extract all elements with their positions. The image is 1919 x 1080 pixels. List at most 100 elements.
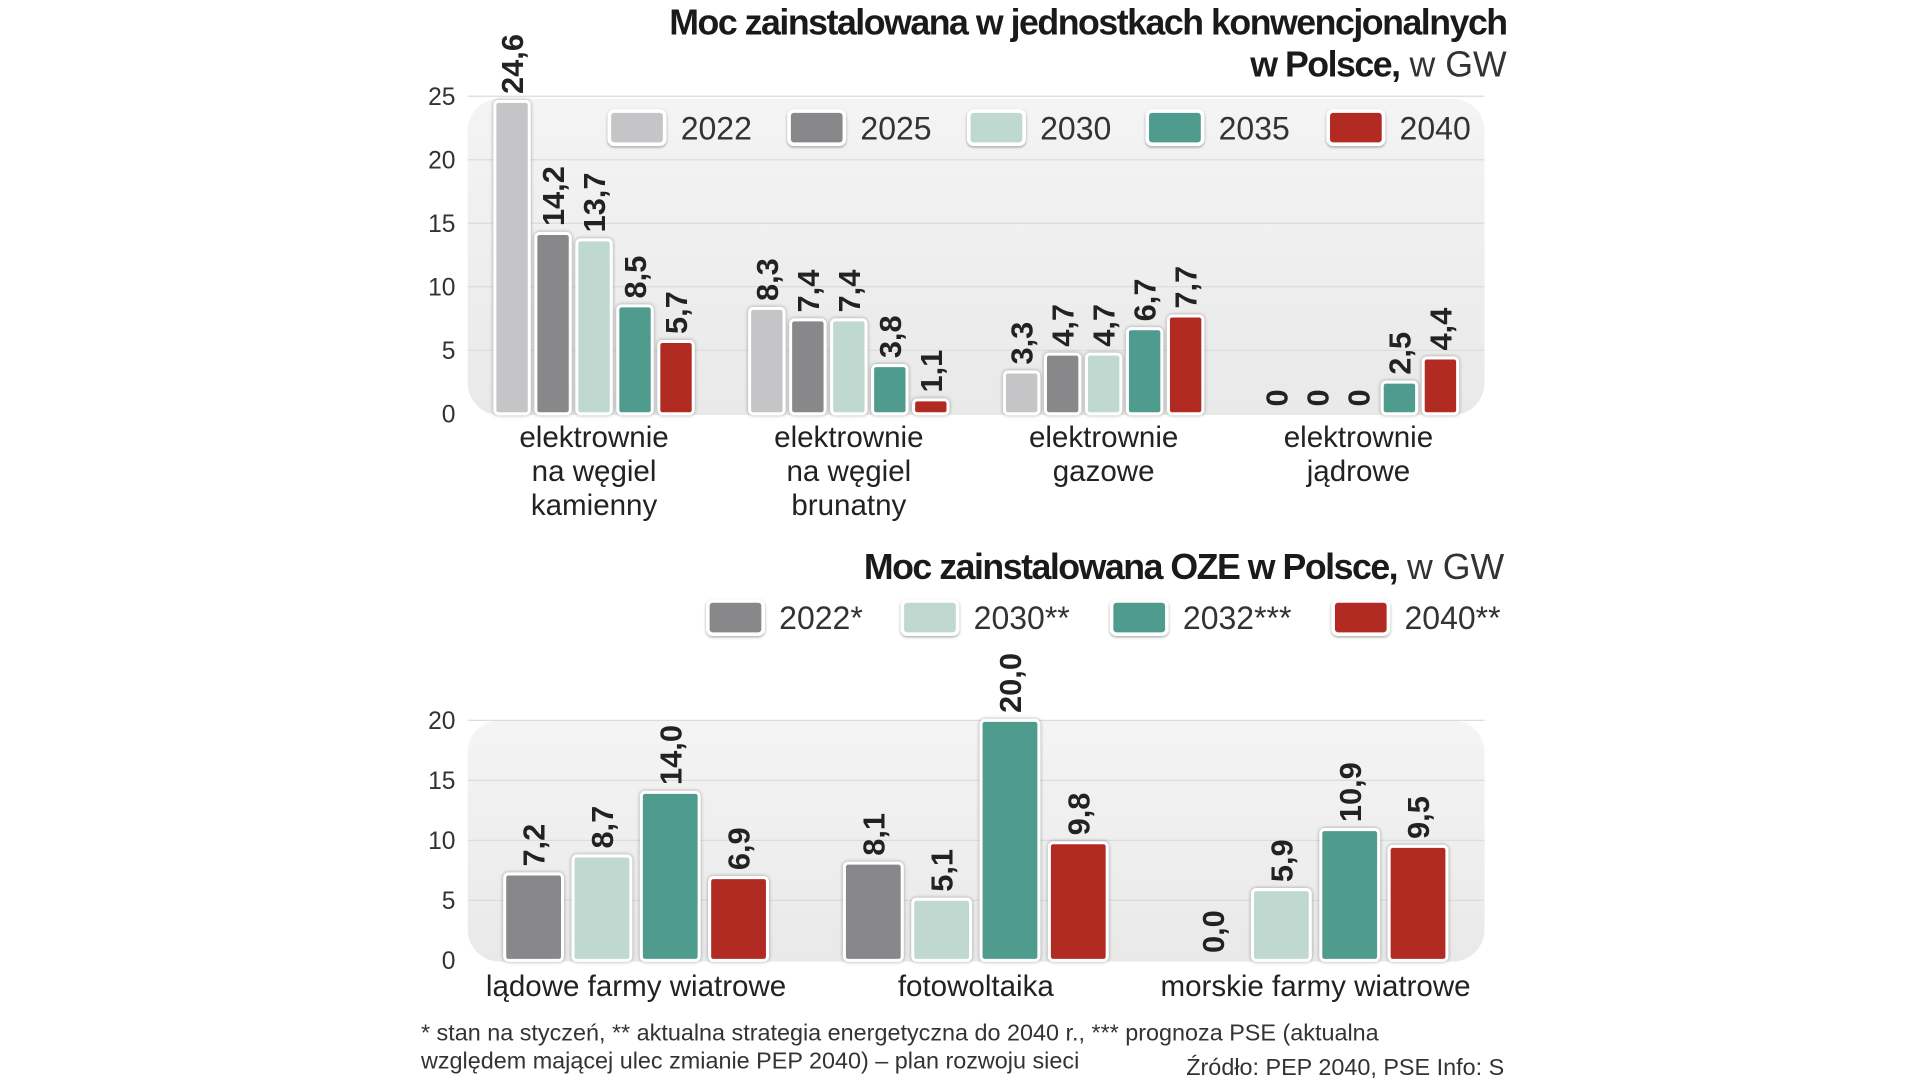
data-label: 7,4 — [791, 270, 826, 313]
bar — [575, 238, 613, 416]
data-label: 14,2 — [536, 166, 571, 226]
legend-swatch — [1326, 109, 1386, 147]
bar — [1380, 380, 1419, 416]
y-tick-label: 0 — [442, 401, 456, 428]
y-tick-label: 10 — [428, 828, 455, 855]
data-label: 6,9 — [722, 827, 757, 870]
legend-label: 2032*** — [1183, 600, 1292, 636]
bar — [534, 231, 572, 416]
data-label: 3,8 — [873, 315, 908, 358]
chart-title-renewables: Moc zainstalowana OZE w Polsce, w GW — [864, 547, 1505, 587]
data-label: 24,6 — [495, 34, 530, 94]
y-tick-label: 15 — [428, 768, 455, 795]
legend-label: 2040** — [1404, 600, 1500, 636]
bar — [912, 398, 950, 416]
legend-swatch — [1331, 599, 1391, 637]
bar — [708, 876, 770, 962]
legend-label: 2022 — [681, 110, 752, 146]
data-label: 4,7 — [1087, 304, 1122, 347]
category-label: elektrownie — [1284, 421, 1433, 454]
bar — [1125, 327, 1164, 416]
bar — [571, 854, 633, 962]
data-label: 0,0 — [1196, 910, 1231, 953]
data-label: 6,7 — [1128, 279, 1163, 322]
category-label: na węgiel — [532, 455, 657, 488]
unit-label: w GW — [1400, 45, 1507, 85]
data-label: 7,7 — [1169, 266, 1204, 309]
title-line2: w Polsce, — [1249, 45, 1399, 85]
data-label: 0 — [1301, 389, 1336, 406]
bar — [503, 872, 565, 962]
legend-label: 2035 — [1219, 110, 1290, 146]
footnote-line-2: względem mającej ulec zmianie PEP 2040) … — [420, 1048, 1079, 1074]
category-label: na węgiel — [786, 455, 911, 488]
legend-swatch — [787, 109, 847, 147]
unit-label: w GW — [1397, 547, 1504, 587]
bar — [1166, 314, 1205, 416]
y-tick-label: 5 — [442, 338, 456, 365]
legend-swatch — [966, 109, 1026, 147]
legend-label: 2022* — [779, 600, 863, 636]
data-label: 4,4 — [1423, 308, 1458, 351]
data-label: 5,1 — [925, 849, 960, 892]
bar — [639, 790, 701, 962]
bar — [871, 364, 909, 416]
bar — [1002, 370, 1041, 416]
legend-label: 2040 — [1400, 110, 1471, 146]
category-label: elektrownie — [519, 421, 668, 454]
bar — [493, 99, 531, 416]
bar — [1084, 352, 1123, 416]
bar — [830, 318, 868, 416]
data-label: 8,1 — [856, 813, 891, 856]
bar — [1250, 888, 1312, 962]
data-label: 9,8 — [1061, 793, 1096, 836]
legend-label: 2030 — [1040, 110, 1111, 146]
legend-swatch — [607, 109, 667, 147]
bar — [789, 318, 827, 416]
category-label: jądrowe — [1306, 455, 1410, 488]
data-label: 8,7 — [585, 806, 620, 849]
y-tick-label: 20 — [428, 147, 455, 174]
source: Źródło: PEP 2040, PSE Info: S — [1186, 1054, 1504, 1080]
bar — [748, 306, 786, 416]
data-label: 5,9 — [1264, 839, 1299, 882]
category-label: fotowoltaika — [898, 970, 1055, 1003]
category-label: brunatny — [791, 489, 906, 522]
bar — [1047, 841, 1109, 962]
category-label: lądowe farmy wiatrowe — [486, 970, 786, 1003]
data-label: 3,3 — [1005, 322, 1040, 365]
data-label: 7,4 — [832, 270, 867, 313]
y-tick-label: 0 — [442, 948, 456, 975]
data-label: 4,7 — [1046, 304, 1081, 347]
legend-label: 2030** — [974, 600, 1070, 636]
y-tick-label: 25 — [428, 84, 455, 111]
legend-label: 2025 — [860, 110, 931, 146]
chart-subtitle-conventional: w Polsce, w GW — [1249, 45, 1507, 85]
y-tick-label: 15 — [428, 211, 455, 238]
title-main: Moc zainstalowana OZE w Polsce, — [864, 547, 1397, 587]
data-label: 14,0 — [653, 725, 688, 785]
y-tick-label: 5 — [442, 888, 456, 915]
category-label: elektrownie — [774, 421, 923, 454]
data-label: 7,2 — [517, 824, 552, 867]
y-tick-label: 10 — [428, 274, 455, 301]
data-label: 5,7 — [659, 291, 694, 334]
legend-swatch — [705, 599, 766, 637]
category-label: kamienny — [531, 489, 658, 522]
chart-title-conventional: Moc zainstalowana w jednostkach konwencj… — [669, 3, 1506, 43]
data-label: 2,5 — [1383, 332, 1418, 375]
bar — [657, 339, 695, 416]
data-label: 13,7 — [577, 173, 612, 233]
category-label: morskie farmy wiatrowe — [1160, 970, 1470, 1003]
data-label: 8,5 — [618, 256, 653, 299]
legend-swatch — [1145, 109, 1205, 147]
data-label: 0 — [1342, 389, 1377, 406]
bar — [1319, 828, 1381, 962]
footnote-line-1: * stan na styczeń, ** aktualna strategia… — [421, 1019, 1379, 1045]
bar — [1421, 356, 1460, 416]
bar — [1387, 844, 1449, 962]
data-label: 1,1 — [914, 350, 949, 393]
category-label: elektrownie — [1029, 421, 1178, 454]
category-label: gazowe — [1053, 455, 1155, 488]
